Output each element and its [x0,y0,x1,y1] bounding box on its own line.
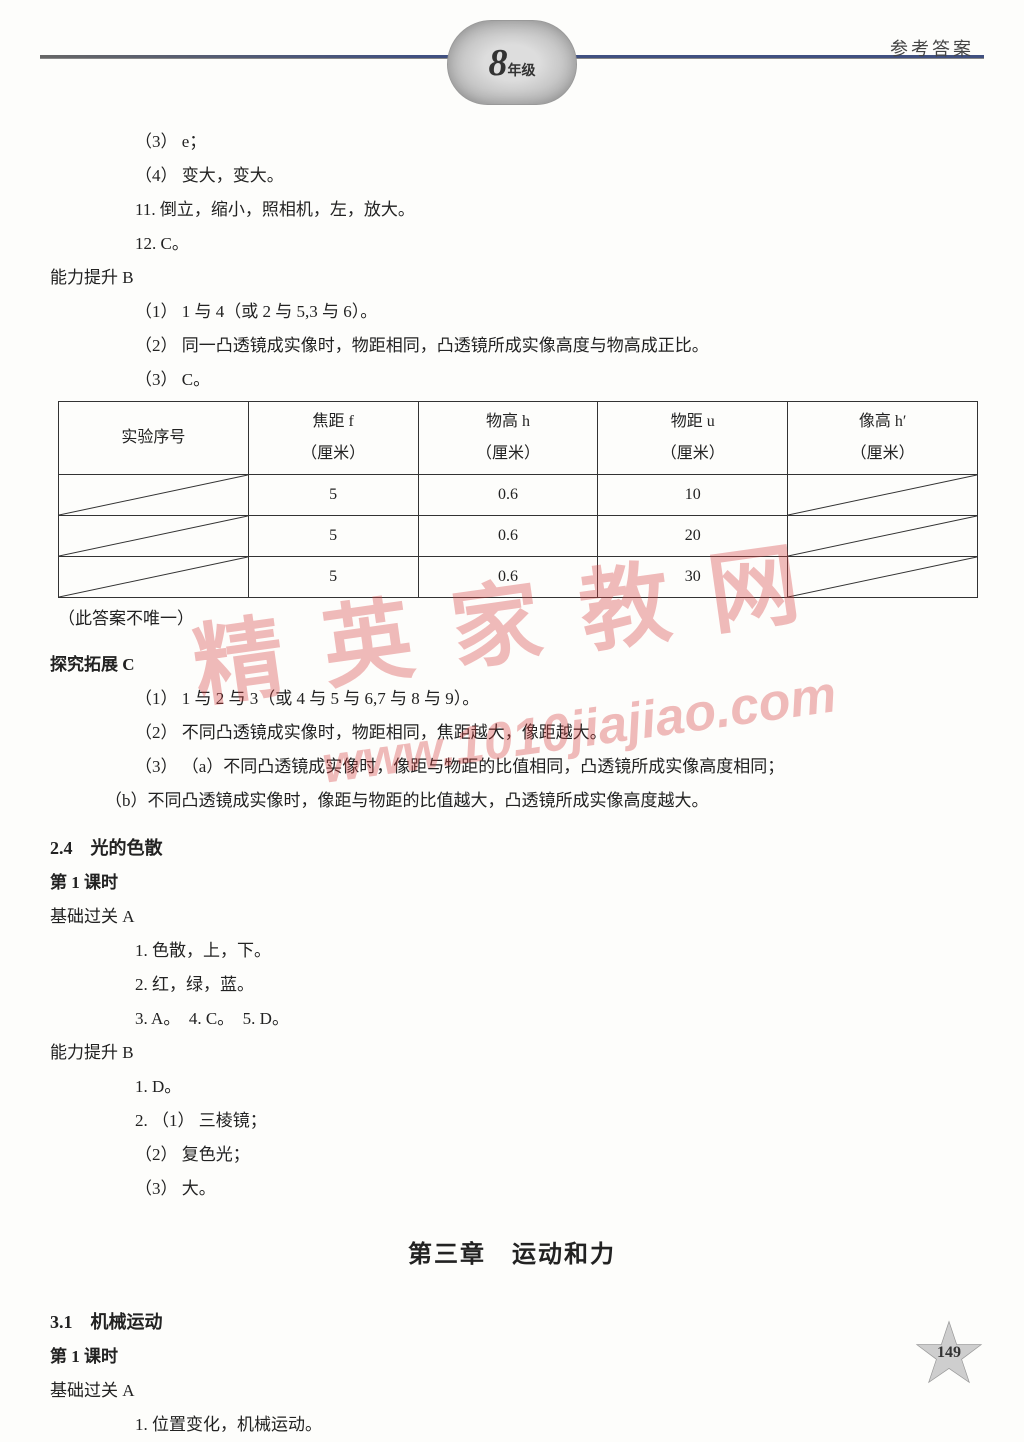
table-cell: 10 [598,475,788,516]
diagonal-cell [59,557,249,598]
answer-line: （3） e； [50,125,974,159]
table-cell: 5 [248,557,418,598]
answer-line: （2） 不同凸透镜成实像时，物距相同，焦距越大，像距越大。 [50,716,974,750]
page-header: 8年级 参考答案 [0,0,1024,110]
table-header: 物高 h （厘米） [418,402,598,475]
table-cell: 30 [598,557,788,598]
table-row: 5 0.6 20 [59,516,978,557]
page-number: 149 [937,1344,961,1362]
table-header: 焦距 f （厘米） [248,402,418,475]
table-cell: 20 [598,516,788,557]
section-title: 2.4 光的色散 [50,830,974,866]
data-table: 实验序号 焦距 f （厘米） 物高 h （厘米） 物距 u （厘米） 像高 h′… [58,401,978,598]
table-row: 5 0.6 30 [59,557,978,598]
lesson-heading: 第 1 课时 [50,866,974,900]
answer-line: 3. A。 4. C。 5. D。 [50,1002,974,1036]
header-right-label: 参考答案 [890,35,974,61]
diagonal-cell [788,516,978,557]
answer-line: （2） 同一凸透镜成实像时，物距相同，凸透镜所成实像高度与物高成正比。 [50,329,974,363]
answer-line: 2. 红，绿，蓝。 [50,968,974,1002]
page-content: （3） e； （4） 变大，变大。 11. 倒立，缩小，照相机，左，放大。 12… [0,110,1024,1442]
answer-line: 1. D。 [50,1070,974,1104]
table-header: 像高 h′ （厘米） [788,402,978,475]
table-header: 物距 u （厘米） [598,402,788,475]
table-header-row: 实验序号 焦距 f （厘米） 物高 h （厘米） 物距 u （厘米） 像高 h′… [59,402,978,475]
diagonal-cell [788,557,978,598]
answer-line: （1） 1 与 2 与 3（或 4 与 5 与 6,7 与 8 与 9）。 [50,682,974,716]
diagonal-cell [59,475,249,516]
grade-number: 8 [489,42,508,84]
answer-line: 12. C。 [50,227,974,261]
answer-line: （4） 变大，变大。 [50,159,974,193]
grade-badge-text: 8年级 [489,41,536,85]
table-cell: 0.6 [418,475,598,516]
answer-line: （b）不同凸透镜成实像时，像距与物距的比值越大，凸透镜所成实像高度越大。 [50,784,974,818]
section-heading: 基础过关 A [50,1374,974,1408]
diagonal-cell [788,475,978,516]
answer-line: （3） C。 [50,363,974,397]
grade-label: 年级 [508,64,536,79]
answer-line: （2） 复色光； [50,1138,974,1172]
section-heading: 能力提升 B [50,1036,974,1070]
table-cell: 0.6 [418,516,598,557]
table-header: 实验序号 [59,402,249,475]
table-note: （此答案不唯一） [50,602,974,636]
answer-line: 1. 位置变化，机械运动。 [50,1408,974,1442]
table-cell: 5 [248,516,418,557]
section-title: 3.1 机械运动 [50,1304,974,1340]
answer-line: （3） 大。 [50,1172,974,1206]
page-number-star: 149 [914,1318,984,1388]
diagonal-cell [59,516,249,557]
answer-line: 11. 倒立，缩小，照相机，左，放大。 [50,193,974,227]
answer-line: 1. 色散，上，下。 [50,934,974,968]
answer-line: 2. （1） 三棱镜； [50,1104,974,1138]
table-row: 5 0.6 10 [59,475,978,516]
table-cell: 0.6 [418,557,598,598]
table-cell: 5 [248,475,418,516]
section-heading: 基础过关 A [50,900,974,934]
section-heading: 能力提升 B [50,261,974,295]
section-heading: 探究拓展 C [50,648,974,682]
chapter-title: 第三章 运动和力 [50,1231,974,1279]
answer-line: （3） （a）不同凸透镜成实像时，像距与物距的比值相同，凸透镜所成实像高度相同； [50,750,974,784]
lesson-heading: 第 1 课时 [50,1340,974,1374]
grade-badge: 8年级 [447,20,577,105]
answer-line: （1） 1 与 4（或 2 与 5,3 与 6）。 [50,295,974,329]
